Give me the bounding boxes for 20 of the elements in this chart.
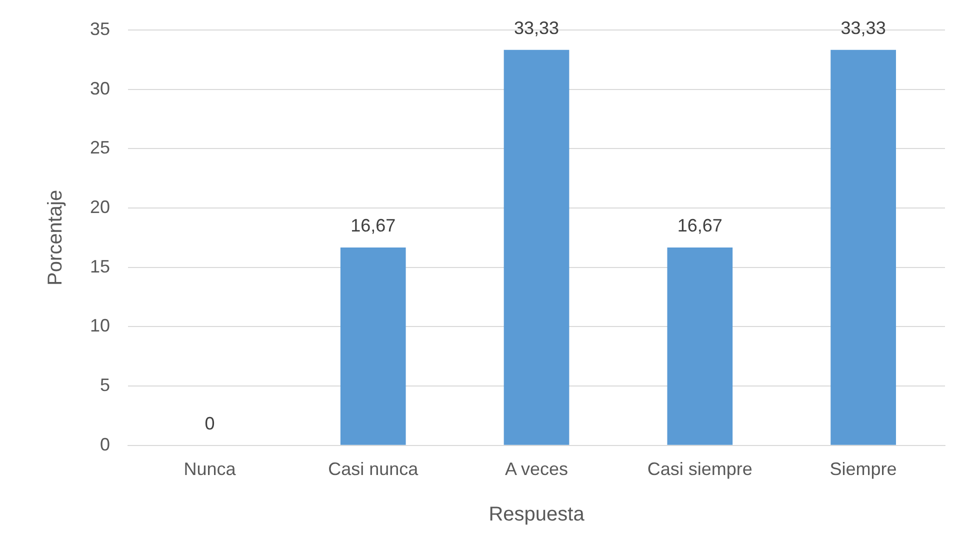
data-label: 0: [204, 413, 215, 434]
x-tick-label: Casi siempre: [647, 459, 752, 480]
x-tick-label: A veces: [504, 459, 568, 480]
data-label: 33,33: [840, 18, 886, 38]
y-tick-label: 25: [90, 138, 110, 158]
x-axis-title: Respuesta: [488, 504, 586, 526]
y-tick-label: 5: [100, 375, 110, 396]
y-tick-label: 0: [100, 434, 110, 454]
x-tick-label: Casi nunca: [328, 459, 420, 480]
y-tick-label: 10: [90, 316, 110, 336]
y-tick-label: 30: [90, 78, 110, 98]
y-tick-label: 20: [90, 196, 110, 217]
y-tick-label: 15: [90, 256, 110, 276]
data-label: 16,67: [350, 216, 396, 236]
data-label: 16,67: [677, 216, 722, 236]
x-tick-label: Siempre: [830, 459, 897, 480]
y-axis-title: Porcentaje: [44, 190, 67, 286]
data-label: 33,33: [514, 18, 560, 38]
y-tick-label: 35: [90, 18, 110, 39]
x-tick-label: Nunca: [184, 459, 237, 480]
